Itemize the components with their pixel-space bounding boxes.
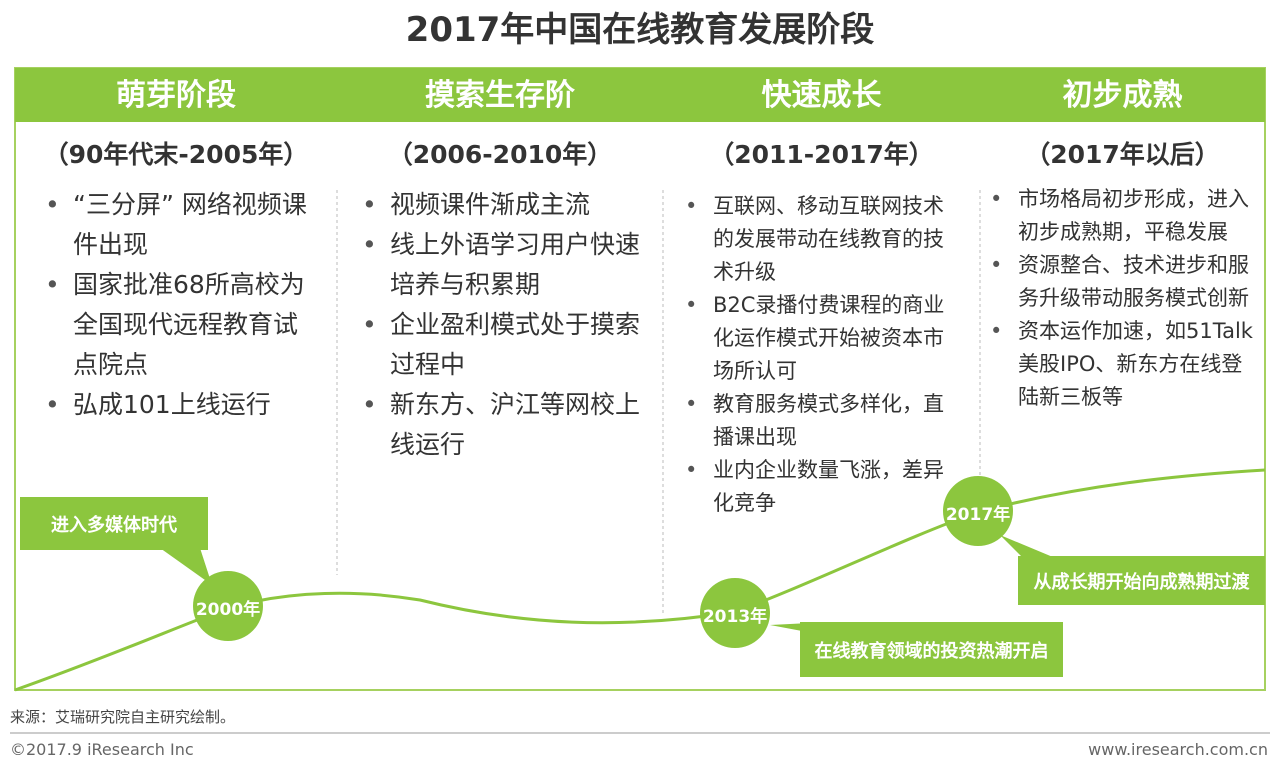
stage-item: 企业盈利模式处于摸索过程中 bbox=[362, 305, 647, 385]
stage-item: B2C录播付费课程的商业化运作模式开始被资本市场所认可 bbox=[685, 289, 960, 388]
milestone-circle bbox=[943, 476, 1013, 546]
milestone-circle bbox=[700, 578, 770, 648]
milestone-label: 2013年 bbox=[702, 607, 768, 627]
stage-item: 资本运作加速，如51Talk美股IPO、新东方在线登陆新三板等 bbox=[990, 315, 1255, 414]
stage-items: “三分屏” 网络视频课件出现国家批准68所高校为全国现代远程教育试点院点弘成10… bbox=[45, 185, 315, 425]
stage-items: 互联网、移动互联网技术的发展带动在线教育的技术升级B2C录播付费课程的商业化运作… bbox=[685, 190, 960, 520]
milestone-note: 从成长期开始向成熟期过渡 bbox=[1018, 556, 1265, 605]
milestone-circle bbox=[193, 571, 263, 641]
stage-items: 视频课件渐成主流线上外语学习用户快速培养与积累期企业盈利模式处于摸索过程中新东方… bbox=[362, 185, 647, 465]
stage-item: 新东方、沪江等网校上线运行 bbox=[362, 385, 647, 465]
milestone-label: 2017年 bbox=[945, 505, 1011, 525]
source: 来源：艾瑞研究院自主研究绘制。 bbox=[10, 708, 236, 726]
milestone-note: 在线教育领域的投资热潮开启 bbox=[800, 622, 1063, 677]
stage-name: 初步成熟 bbox=[1062, 78, 1183, 113]
stage-period: （2006-2010年） bbox=[387, 140, 613, 169]
header-band bbox=[15, 68, 1265, 122]
stage-period: （2011-2017年） bbox=[709, 140, 934, 169]
stage-name: 摸索生存阶 bbox=[425, 78, 575, 113]
stage-item: 市场格局初步形成，进入初步成熟期，平稳发展 bbox=[990, 183, 1255, 249]
stage-items: 市场格局初步形成，进入初步成熟期，平稳发展资源整合、技术进步和服务升级带动服务模… bbox=[990, 183, 1255, 414]
stage-item: 资源整合、技术进步和服务升级带动服务模式创新 bbox=[990, 249, 1255, 315]
stage-item: 视频课件渐成主流 bbox=[362, 185, 647, 225]
milestone-note: 进入多媒体时代 bbox=[20, 497, 208, 550]
stage-item: 业内企业数量飞涨，差异化竞争 bbox=[685, 454, 960, 520]
stage-item: 教育服务模式多样化，直播课出现 bbox=[685, 388, 960, 454]
callout-tail bbox=[160, 548, 212, 585]
stage-item: 弘成101上线运行 bbox=[45, 385, 315, 425]
stage-item: 线上外语学习用户快速培养与积累期 bbox=[362, 225, 647, 305]
stage-name: 萌芽阶段 bbox=[116, 78, 236, 113]
stage-item: 国家批准68所高校为全国现代远程教育试点院点 bbox=[45, 265, 315, 385]
website: www.iresearch.com.cn bbox=[1088, 740, 1268, 759]
stage-period: （2017年以后） bbox=[1025, 140, 1220, 169]
milestone-label: 2000年 bbox=[195, 600, 261, 620]
stage-item: “三分屏” 网络视频课件出现 bbox=[45, 185, 315, 265]
stage-period: （90年代末-2005年） bbox=[43, 140, 309, 169]
stage-item: 互联网、移动互联网技术的发展带动在线教育的技术升级 bbox=[685, 190, 960, 289]
stage-name: 快速成长 bbox=[761, 78, 882, 113]
title: 2017年中国在线教育发展阶段 bbox=[405, 10, 875, 50]
copyright: ©2017.9 iResearch Inc bbox=[10, 740, 194, 759]
